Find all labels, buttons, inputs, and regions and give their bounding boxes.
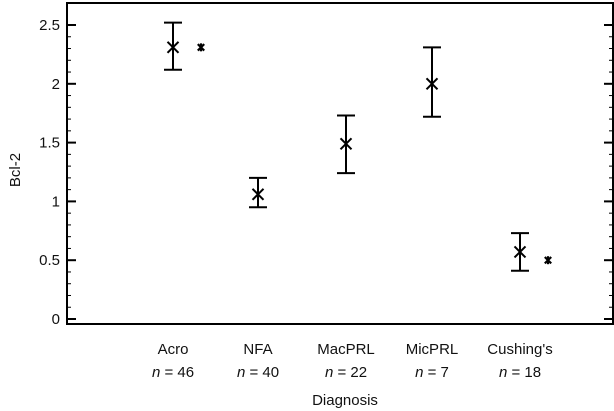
- y-tick-label: 2.5: [39, 17, 60, 34]
- mean-marker: [339, 136, 353, 151]
- mean-marker: [425, 76, 439, 91]
- category-n-label: n = 40: [237, 364, 279, 381]
- y-tick-label: 1.5: [39, 135, 60, 152]
- category-label: Acro: [158, 341, 189, 358]
- y-tick-label: 2: [52, 76, 60, 93]
- y-tick-label: 0: [52, 311, 60, 328]
- y-tick-label: 0.5: [39, 252, 60, 269]
- y-axis: 0 0.5 1 1.5 2 2.5: [39, 17, 613, 328]
- x-axis-categories: Acro n = 46 NFA n = 40 MacPRL n = 22 MicPRL n =…: [152, 341, 553, 381]
- category-n-label: n = 22: [325, 364, 367, 381]
- category-n-label: n = 7: [415, 364, 449, 381]
- category-n-label: n = 18: [499, 364, 541, 381]
- plot-frame: [66, 2, 614, 325]
- x-axis-label: Diagnosis: [312, 392, 378, 409]
- mean-marker: [513, 245, 527, 259]
- y-axis-label: Bcl-2: [7, 153, 24, 187]
- extra-marker: [544, 256, 552, 265]
- category-label: MacPRL: [317, 341, 375, 358]
- category-label: Cushing's: [487, 341, 552, 358]
- data-marks: [164, 21, 552, 272]
- y-tick-label: 1: [52, 193, 60, 210]
- category-label: NFA: [243, 341, 272, 358]
- extra-marker: [197, 43, 205, 52]
- mean-marker: [166, 40, 180, 55]
- mean-marker: [251, 187, 265, 202]
- category-n-label: n = 46: [152, 364, 194, 381]
- category-label: MicPRL: [406, 341, 459, 358]
